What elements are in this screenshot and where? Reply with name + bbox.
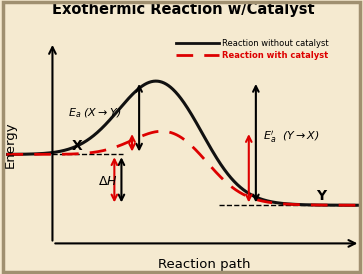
Text: $E_a'$  (Y$\rightarrow$X): $E_a'$ (Y$\rightarrow$X) <box>263 129 320 145</box>
Text: $\Delta H$: $\Delta H$ <box>98 175 118 189</box>
Text: Y: Y <box>316 189 326 203</box>
Text: Energy: Energy <box>4 122 16 168</box>
Text: $E_a$ (X$\rightarrow$Y): $E_a$ (X$\rightarrow$Y) <box>68 107 122 120</box>
Text: Exothermic Reaction w/Catalyst: Exothermic Reaction w/Catalyst <box>52 2 315 17</box>
Text: Reaction with catalyst: Reaction with catalyst <box>222 51 329 60</box>
Text: X: X <box>72 139 83 153</box>
Text: Reaction without catalyst: Reaction without catalyst <box>222 39 329 48</box>
Text: Reaction path: Reaction path <box>158 258 251 271</box>
